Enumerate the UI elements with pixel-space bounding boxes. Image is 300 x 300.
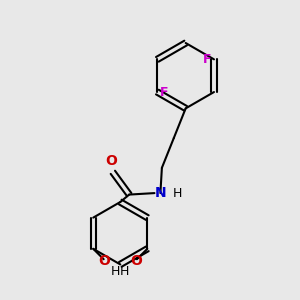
- Text: H: H: [111, 265, 121, 278]
- Text: H: H: [120, 265, 129, 278]
- Text: O: O: [99, 254, 110, 268]
- Text: N: N: [154, 186, 166, 200]
- Text: F: F: [202, 53, 211, 66]
- Text: O: O: [130, 254, 142, 268]
- Text: O: O: [105, 154, 117, 168]
- Text: F: F: [160, 85, 169, 98]
- Text: H: H: [173, 187, 182, 200]
